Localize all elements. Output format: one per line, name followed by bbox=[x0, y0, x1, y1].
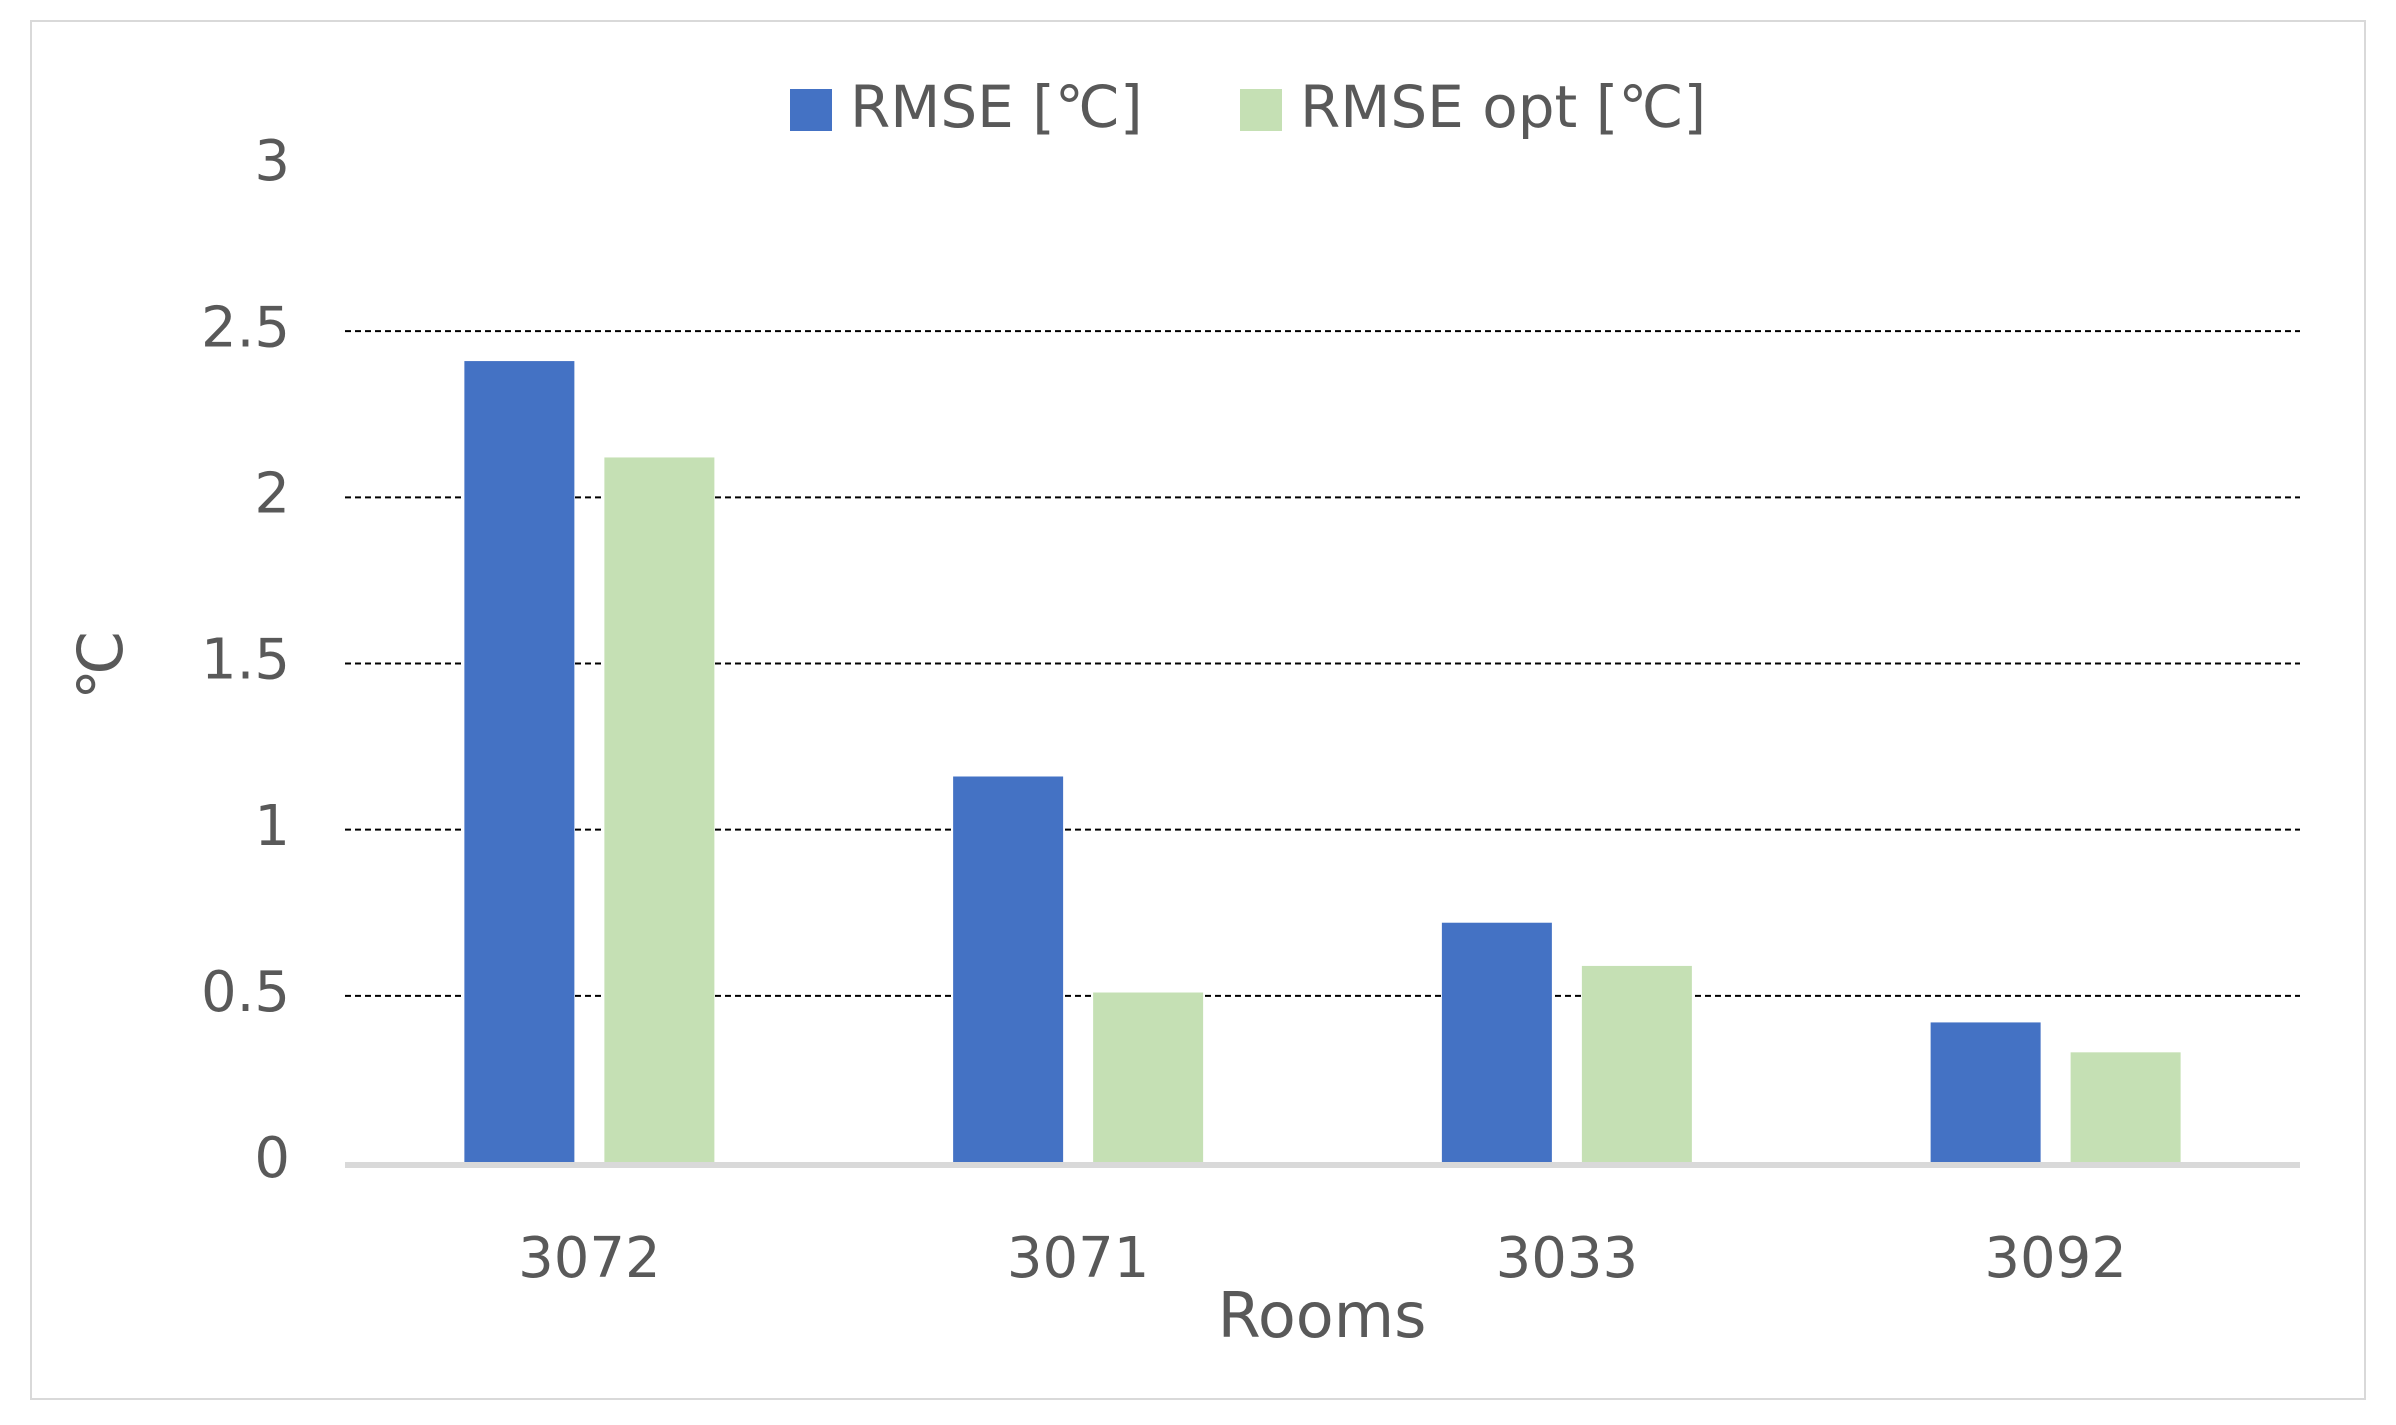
y-tick-label: 1.5 bbox=[201, 628, 290, 693]
bar-rmse-3072 bbox=[464, 361, 575, 1162]
bar-rmse-3033 bbox=[1441, 922, 1552, 1162]
bar-rmse-3092 bbox=[1930, 1022, 2041, 1162]
legend-swatch-rmse-opt bbox=[1240, 89, 1282, 131]
y-tick-label: 2.5 bbox=[201, 295, 290, 360]
x-tick-label: 3071 bbox=[1007, 1226, 1150, 1291]
x-tick-label: 3033 bbox=[1496, 1226, 1639, 1291]
bar-rmse-3071 bbox=[953, 776, 1064, 1162]
legend-label-rmse: RMSE [℃] bbox=[850, 73, 1143, 141]
chart-frame bbox=[30, 20, 2366, 1400]
y-tick-label: 1 bbox=[254, 794, 290, 859]
x-tick-label: 3072 bbox=[518, 1226, 661, 1291]
y-tick-label: 3 bbox=[254, 129, 290, 194]
bars bbox=[464, 361, 2181, 1162]
y-axis-title: ℃ bbox=[64, 630, 137, 700]
bar-rmse-opt-3071 bbox=[1093, 992, 1204, 1162]
legend: RMSE [℃] RMSE opt [℃] bbox=[790, 73, 1706, 141]
legend-label-rmse-opt: RMSE opt [℃] bbox=[1300, 73, 1706, 141]
bar-rmse-opt-3092 bbox=[2070, 1052, 2181, 1162]
x-tick-label: 3092 bbox=[1984, 1226, 2127, 1291]
x-axis-title: Rooms bbox=[1218, 1279, 1427, 1352]
y-tick-label: 0.5 bbox=[201, 960, 290, 1025]
x-tick-labels: 3072 3071 3033 3092 bbox=[518, 1226, 2127, 1291]
bar-rmse-opt-3072 bbox=[604, 457, 715, 1162]
y-tick-labels: 0 0.5 1 1.5 2 2.5 3 bbox=[201, 129, 290, 1191]
y-tick-label: 0 bbox=[254, 1126, 290, 1191]
bar-rmse-opt-3033 bbox=[1581, 965, 1692, 1162]
y-tick-label: 2 bbox=[254, 461, 290, 526]
legend-swatch-rmse bbox=[790, 89, 832, 131]
